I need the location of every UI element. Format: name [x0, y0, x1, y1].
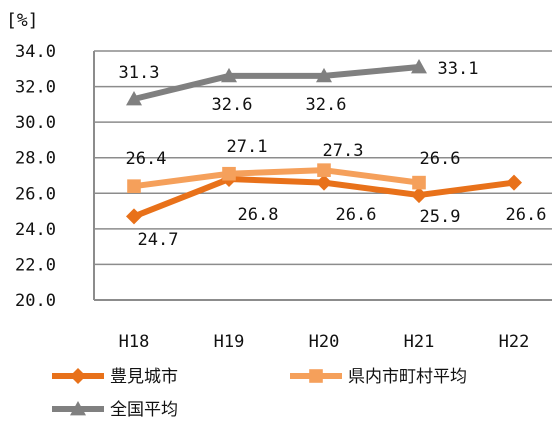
y-tick-label: 24.0: [15, 220, 56, 240]
data-label: 26.4: [126, 149, 167, 169]
marker-diamond: [411, 187, 427, 204]
data-label: 32.6: [306, 95, 347, 115]
x-tick-label: H19: [214, 332, 245, 352]
legend-label: 全国平均: [110, 400, 178, 420]
y-tick-label: 28.0: [15, 149, 56, 169]
marker-diamond: [70, 368, 86, 384]
marker-triangle: [411, 59, 427, 74]
data-label: 26.6: [336, 205, 377, 225]
data-label: 26.6: [506, 205, 547, 225]
data-label: 24.7: [138, 230, 179, 250]
marker-triangle: [316, 67, 332, 83]
marker-diamond: [316, 174, 332, 191]
series-line: [133, 167, 420, 190]
grid-lines: [93, 50, 552, 301]
y-axis-ticks: 20.0 22.0 24.0 26.0 28.0 30.0 32.0 34.0: [15, 42, 56, 311]
data-label: 31.3: [119, 63, 160, 83]
data-labels: 24.7 26.8 26.6 25.9 26.6 26.4 27.1 27.3 26.6 31.3…: [119, 59, 547, 250]
data-label: 27.3: [323, 141, 364, 161]
marker-square: [127, 179, 141, 193]
x-tick-label: H18: [119, 332, 150, 352]
marker-triangle: [70, 401, 86, 416]
data-label: 27.1: [227, 137, 268, 157]
marker-triangle: [126, 91, 142, 106]
marker-square: [317, 163, 331, 177]
x-tick-label: H21: [404, 332, 435, 352]
y-tick-label: 30.0: [15, 113, 56, 133]
y-tick-label: 22.0: [15, 255, 56, 275]
data-label: 26.8: [238, 205, 279, 225]
series-line: [133, 64, 420, 102]
marker-diamond: [506, 174, 522, 191]
y-tick-label: 34.0: [15, 42, 56, 62]
x-tick-label: H20: [309, 332, 340, 352]
series-group: [126, 59, 522, 225]
y-tick-label: 32.0: [15, 78, 56, 98]
marker-triangle: [221, 67, 237, 83]
marker-square: [222, 166, 236, 181]
x-tick-label: H22: [499, 332, 530, 352]
x-axis-ticks: H18 H19 H20 H21 H22: [119, 332, 530, 352]
unit-label: [%]: [6, 10, 39, 31]
marker-diamond: [126, 208, 142, 225]
legend-label: 県内市町村平均: [348, 367, 467, 387]
data-label: 25.9: [420, 207, 461, 227]
y-tick-label: 26.0: [15, 184, 56, 204]
marker-square: [412, 175, 426, 190]
marker-square: [309, 369, 323, 383]
data-label: 33.1: [438, 59, 479, 79]
y-tick-label: 20.0: [15, 291, 56, 311]
data-label: 26.6: [420, 149, 461, 169]
data-label: 32.6: [212, 95, 253, 115]
legend-label: 豊見城市: [110, 367, 178, 387]
